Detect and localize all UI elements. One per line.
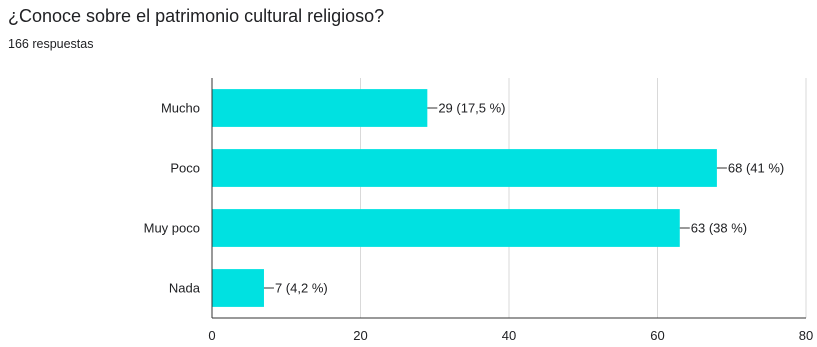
x-tick-label: 60	[650, 328, 664, 343]
data-label: 7 (4,2 %)	[275, 281, 328, 296]
x-tick-label: 20	[353, 328, 367, 343]
x-tick-label: 80	[799, 328, 813, 343]
bars	[212, 89, 717, 307]
category-label: Poco	[170, 161, 200, 176]
bar	[212, 149, 717, 187]
x-tick-label: 0	[208, 328, 215, 343]
data-label: 63 (38 %)	[691, 221, 747, 236]
category-label: Muy poco	[144, 221, 200, 236]
category-label: Nada	[169, 281, 201, 296]
bar	[212, 209, 680, 247]
data-label: 29 (17,5 %)	[438, 101, 505, 116]
x-tick-label: 40	[502, 328, 516, 343]
response-count: 166 respuestas	[8, 37, 94, 51]
chart-title: ¿Conoce sobre el patrimonio cultural rel…	[8, 6, 385, 26]
labels: 0 20 40 60 80 Mucho 29 (17,5 %) Poco 68 (41 %) Mu…	[144, 101, 814, 344]
bar	[212, 89, 428, 127]
axes	[211, 78, 806, 319]
category-label: Mucho	[161, 101, 200, 116]
bar	[212, 269, 264, 307]
data-label: 68 (41 %)	[728, 161, 784, 176]
